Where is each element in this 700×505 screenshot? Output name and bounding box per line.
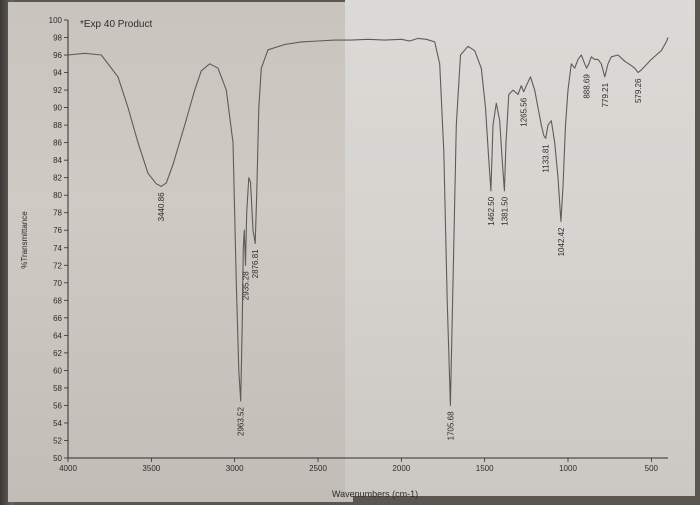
x-tick-label: 2500 [309, 464, 327, 473]
peak-label: 779.21 [601, 82, 610, 107]
y-tick-label: 90 [53, 104, 62, 113]
peak-label: 1042.42 [557, 227, 566, 256]
y-tick-label: 68 [53, 296, 62, 305]
peak-label: 3440.86 [157, 192, 166, 221]
y-tick-label: 60 [53, 366, 62, 375]
y-tick-label: 96 [53, 51, 62, 60]
y-tick-label: 56 [53, 401, 62, 410]
y-tick-label: 50 [53, 454, 62, 463]
y-tick-label: 66 [53, 314, 62, 323]
y-tick-label: 54 [53, 419, 62, 428]
peak-label: 888.69 [583, 74, 592, 99]
peak-label: 2876.81 [251, 249, 260, 278]
chart-axes [67, 20, 668, 459]
y-tick-label: 52 [53, 436, 62, 445]
spectrum-line [67, 37, 669, 406]
y-axis-label: %Transmittance [20, 211, 29, 269]
x-tick-label: 3500 [142, 464, 160, 473]
x-tick-label: 2000 [392, 464, 410, 473]
y-tick-label: 88 [53, 121, 62, 130]
y-tick-label: 78 [53, 209, 62, 218]
chart-title: *Exp 40 Product [80, 19, 152, 30]
y-tick-label: 80 [53, 191, 62, 200]
y-tick-label: 82 [53, 174, 62, 183]
y-tick-label: 100 [49, 16, 63, 25]
x-tick-label: 4000 [59, 464, 77, 473]
peak-label: 2935.28 [241, 271, 250, 300]
x-axis-ticks: 4000 3500 3000 2500 2000 1500 1000 500 [59, 458, 659, 473]
y-tick-label: 98 [53, 34, 62, 43]
y-tick-label: 58 [53, 384, 62, 393]
peak-label: 1462.50 [487, 196, 496, 225]
peak-label: 1133.81 [542, 144, 551, 173]
y-tick-label: 86 [53, 139, 62, 148]
y-tick-label: 94 [53, 69, 62, 78]
y-tick-label: 64 [53, 331, 62, 340]
spectrum-series [67, 37, 669, 406]
y-tick-label: 84 [53, 156, 62, 165]
y-tick-label: 62 [53, 349, 62, 358]
x-tick-label: 1500 [476, 464, 494, 473]
paper-right-half [345, 0, 695, 496]
x-tick-label: 3000 [226, 464, 244, 473]
x-tick-label: 1000 [559, 464, 577, 473]
x-tick-label: 500 [645, 464, 659, 473]
peak-label: 1381.50 [500, 196, 509, 225]
paper-left-half [8, 2, 353, 502]
y-axis-ticks: 50 52 54 56 58 60 62 64 66 68 70 72 74 76 78 80 82 84 86 88… [49, 16, 68, 463]
peak-label: 1705.68 [446, 411, 455, 440]
peak-label: 579.26 [634, 78, 643, 103]
x-axis-label: Wavenumbers (cm-1) [332, 489, 418, 499]
peak-label: 2963.52 [237, 407, 246, 436]
y-tick-label: 76 [53, 226, 62, 235]
y-tick-label: 72 [53, 261, 62, 270]
y-tick-label: 70 [53, 279, 62, 288]
y-tick-label: 74 [53, 244, 62, 253]
peak-label: 1265.56 [520, 97, 529, 126]
y-tick-label: 92 [53, 86, 62, 95]
